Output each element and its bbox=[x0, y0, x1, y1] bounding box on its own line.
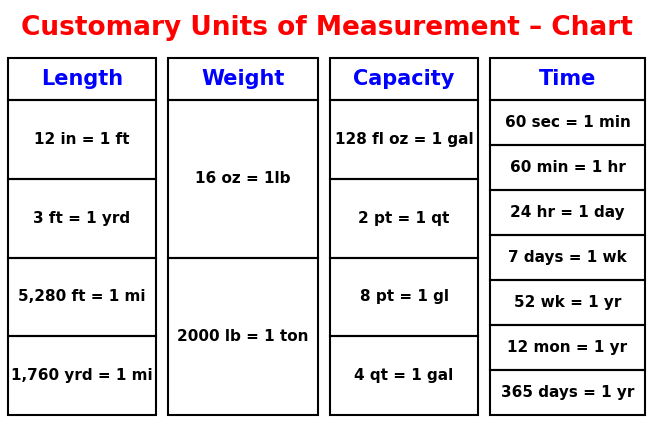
Bar bbox=[8, 336, 156, 415]
Text: 60 min = 1 hr: 60 min = 1 hr bbox=[509, 160, 626, 175]
Bar bbox=[330, 179, 478, 257]
Text: Customary Units of Measurement – Chart: Customary Units of Measurement – Chart bbox=[20, 15, 633, 41]
Text: 24 hr = 1 day: 24 hr = 1 day bbox=[510, 205, 625, 220]
Text: 8 pt = 1 gl: 8 pt = 1 gl bbox=[360, 289, 449, 304]
Bar bbox=[330, 100, 478, 179]
Text: 52 wk = 1 yr: 52 wk = 1 yr bbox=[514, 295, 621, 310]
Text: 16 oz = 1lb: 16 oz = 1lb bbox=[195, 171, 291, 186]
Bar bbox=[168, 257, 318, 415]
Bar bbox=[8, 179, 156, 257]
Bar bbox=[168, 58, 318, 100]
Bar bbox=[8, 58, 156, 100]
Bar bbox=[490, 190, 645, 235]
Text: Length: Length bbox=[41, 69, 123, 89]
Text: Weight: Weight bbox=[201, 69, 285, 89]
Text: Capacity: Capacity bbox=[353, 69, 454, 89]
Text: 365 days = 1 yr: 365 days = 1 yr bbox=[501, 385, 634, 400]
Text: 128 fl oz = 1 gal: 128 fl oz = 1 gal bbox=[335, 132, 473, 147]
Text: 1,760 yrd = 1 mi: 1,760 yrd = 1 mi bbox=[11, 368, 153, 383]
Bar bbox=[490, 235, 645, 280]
Text: Time: Time bbox=[539, 69, 596, 89]
Text: 2 pt = 1 qt: 2 pt = 1 qt bbox=[358, 211, 450, 226]
Bar bbox=[8, 257, 156, 336]
Bar bbox=[490, 370, 645, 415]
Bar bbox=[490, 100, 645, 145]
Text: 2000 lb = 1 ton: 2000 lb = 1 ton bbox=[177, 329, 309, 344]
Text: 4 qt = 1 gal: 4 qt = 1 gal bbox=[355, 368, 454, 383]
Bar bbox=[490, 145, 645, 190]
Bar bbox=[8, 100, 156, 179]
Bar bbox=[168, 100, 318, 257]
Text: 7 days = 1 wk: 7 days = 1 wk bbox=[508, 250, 627, 265]
Bar bbox=[490, 325, 645, 370]
Text: 12 in = 1 ft: 12 in = 1 ft bbox=[34, 132, 130, 147]
Bar bbox=[490, 58, 645, 100]
Text: 12 mon = 1 yr: 12 mon = 1 yr bbox=[507, 340, 628, 355]
Bar bbox=[330, 257, 478, 336]
Text: 5,280 ft = 1 mi: 5,280 ft = 1 mi bbox=[18, 289, 146, 304]
Bar bbox=[330, 336, 478, 415]
Text: 3 ft = 1 yrd: 3 ft = 1 yrd bbox=[33, 211, 131, 226]
Bar bbox=[330, 58, 478, 100]
Bar bbox=[490, 280, 645, 325]
Text: 60 sec = 1 min: 60 sec = 1 min bbox=[505, 115, 630, 130]
